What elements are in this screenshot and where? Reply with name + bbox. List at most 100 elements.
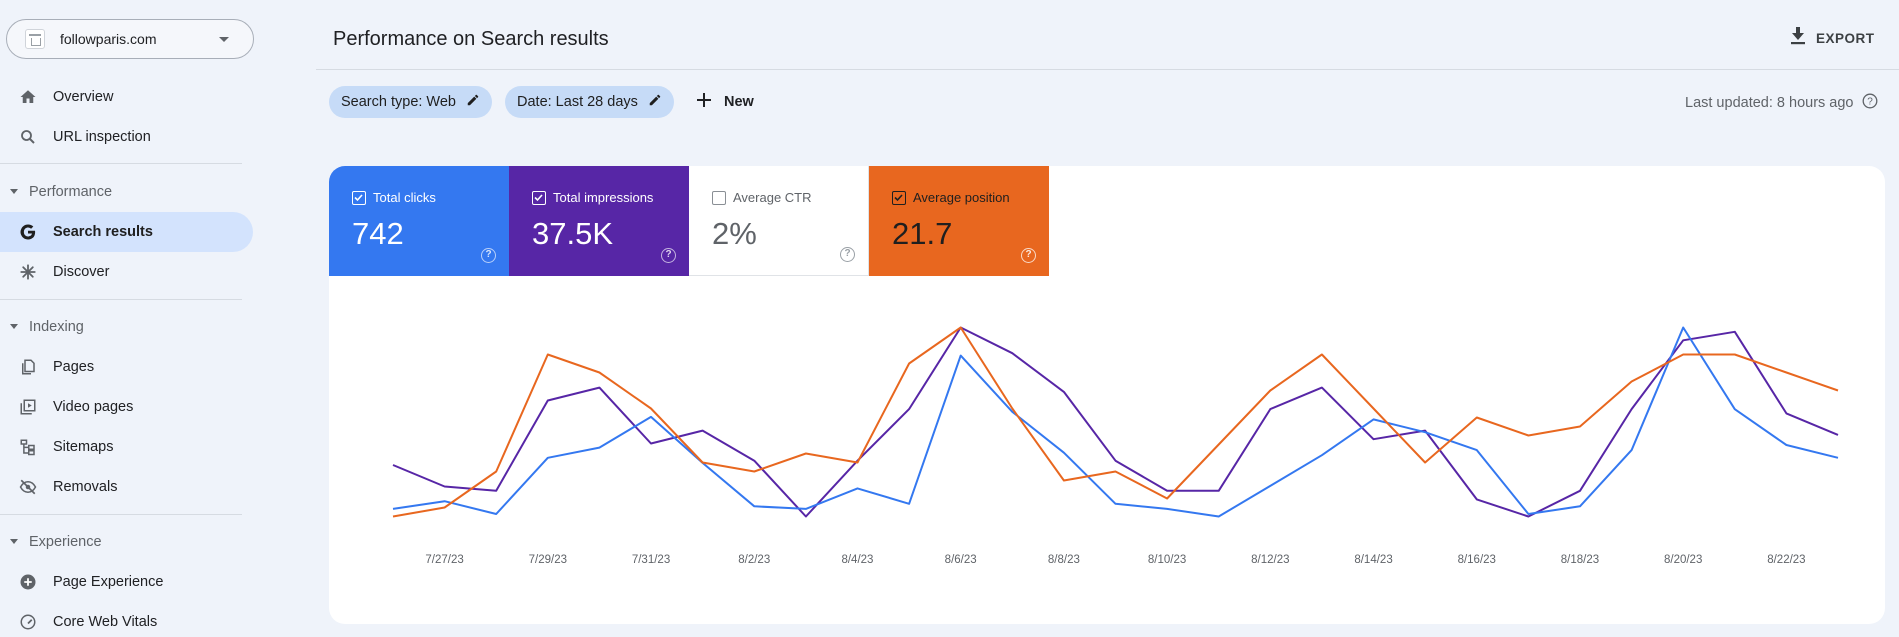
caret-down-icon — [10, 324, 18, 329]
google-g-icon — [18, 222, 38, 242]
download-icon — [1790, 26, 1806, 50]
sidebar-item-label: Search results — [53, 224, 153, 240]
x-tick-label: 8/4/23 — [841, 554, 873, 566]
sidebar-item-label: Core Web Vitals — [53, 614, 158, 630]
caret-down-icon — [10, 189, 18, 194]
page-title: Performance on Search results — [333, 28, 609, 50]
x-tick-label: 8/6/23 — [945, 554, 977, 566]
x-tick-label: 8/20/23 — [1664, 554, 1702, 566]
x-tick-label: 8/18/23 — [1561, 554, 1599, 566]
last-updated-text: Last updated: 8 hours ago — [1685, 95, 1854, 111]
sidebar-item-label: Page Experience — [53, 574, 164, 590]
sidebar-item-overview[interactable]: Overview — [0, 77, 253, 117]
sidebar-item-label: Video pages — [53, 399, 134, 415]
x-tick-label: 8/12/23 — [1251, 554, 1289, 566]
sidebar: followparis.com Overview URL inspection … — [0, 0, 258, 637]
property-selector[interactable]: followparis.com — [6, 19, 254, 59]
x-tick-label: 7/31/23 — [632, 554, 670, 566]
gauge-icon — [18, 612, 38, 632]
export-button[interactable]: EXPORT — [1790, 26, 1875, 50]
sidebar-item-label: Sitemaps — [53, 439, 114, 455]
help-icon[interactable]: ? — [840, 247, 855, 262]
section-title: Experience — [29, 534, 102, 550]
sidebar-item-video-pages[interactable]: Video pages — [0, 387, 253, 427]
home-icon — [18, 87, 38, 107]
sidebar-item-removals[interactable]: Removals — [0, 467, 253, 507]
section-title: Indexing — [29, 319, 84, 335]
sidebar-item-sitemaps[interactable]: Sitemaps — [0, 427, 253, 467]
new-label: New — [724, 94, 754, 110]
metric-value: 742 — [352, 216, 404, 251]
sidebar-item-page-experience[interactable]: Page Experience — [0, 562, 253, 602]
sidebar-item-label: URL inspection — [53, 129, 151, 145]
metric-label: Total impressions — [553, 190, 654, 205]
export-label: EXPORT — [1816, 30, 1875, 46]
divider — [0, 514, 242, 515]
x-tick-label: 7/27/23 — [425, 554, 463, 566]
x-tick-label: 8/16/23 — [1458, 554, 1496, 566]
help-icon[interactable]: ? — [1021, 248, 1036, 263]
pages-icon — [18, 357, 38, 377]
x-tick-label: 8/10/23 — [1148, 554, 1186, 566]
sidebar-item-core-web-vitals[interactable]: Core Web Vitals — [0, 602, 253, 637]
filter-chip-date[interactable]: Date: Last 28 days — [505, 86, 674, 118]
metric-total-impressions[interactable]: Total impressions 37.5K ? — [509, 166, 689, 276]
help-icon[interactable]: ? — [661, 248, 676, 263]
help-icon[interactable]: ? — [1862, 93, 1878, 113]
metric-value: 37.5K — [532, 216, 614, 251]
svg-text:?: ? — [1867, 97, 1873, 108]
property-icon — [25, 29, 45, 49]
sitemap-icon — [18, 437, 38, 457]
sidebar-item-label: Pages — [53, 359, 95, 375]
sidebar-item-label: Discover — [53, 264, 110, 280]
series-line-total-clicks — [392, 326, 1839, 518]
checkbox-unchecked[interactable] — [712, 191, 726, 205]
metric-label: Total clicks — [373, 190, 436, 205]
asterisk-icon — [18, 262, 38, 282]
property-name: followparis.com — [60, 31, 157, 47]
new-filter-button[interactable]: New — [696, 89, 754, 115]
sidebar-item-pages[interactable]: Pages — [0, 347, 253, 387]
last-updated: Last updated: 8 hours ago ? — [1685, 93, 1878, 113]
chevron-down-icon — [219, 37, 229, 42]
metric-label: Average position — [913, 190, 1010, 205]
pencil-icon — [648, 93, 662, 112]
x-tick-label: 8/2/23 — [738, 554, 770, 566]
metric-average-ctr[interactable]: Average CTR 2% ? — [689, 166, 869, 276]
series-line-average-position — [392, 326, 1839, 518]
sidebar-item-label: Overview — [53, 89, 114, 105]
help-icon[interactable]: ? — [481, 248, 496, 263]
metric-average-position[interactable]: Average position 21.7 ? — [869, 166, 1049, 276]
x-tick-label: 7/29/23 — [529, 554, 567, 566]
sidebar-item-label: Removals — [53, 479, 118, 495]
eye-off-icon — [18, 477, 38, 497]
caret-down-icon — [10, 539, 18, 544]
checkbox-checked[interactable] — [532, 191, 546, 205]
x-tick-label: 8/8/23 — [1048, 554, 1080, 566]
series-line-total-impressions — [392, 326, 1839, 518]
metric-value: 21.7 — [892, 216, 953, 251]
checkbox-checked[interactable] — [892, 191, 906, 205]
divider — [0, 163, 242, 164]
performance-chart[interactable]: 7/27/23 7/29/23 7/31/23 8/2/23 8/4/23 8/6/23 8… — [329, 276, 1885, 624]
divider — [0, 299, 242, 300]
header-divider — [316, 69, 1899, 70]
metric-label: Average CTR — [733, 190, 812, 205]
sidebar-item-discover[interactable]: Discover — [0, 252, 253, 292]
x-tick-label: 8/22/23 — [1767, 554, 1805, 566]
sidebar-item-search-results[interactable]: Search results — [0, 212, 253, 252]
metric-value: 2% — [712, 216, 757, 251]
checkbox-checked[interactable] — [352, 191, 366, 205]
filter-chip-search-type[interactable]: Search type: Web — [329, 86, 492, 118]
metric-total-clicks[interactable]: Total clicks 742 ? — [329, 166, 509, 276]
section-title: Performance — [29, 184, 113, 200]
chip-label: Search type: Web — [341, 94, 456, 110]
performance-card: Total clicks 742 ? Total impressions 37.… — [329, 166, 1885, 624]
plus-circle-icon — [18, 572, 38, 592]
chip-label: Date: Last 28 days — [517, 94, 638, 110]
sidebar-item-url-inspection[interactable]: URL inspection — [0, 117, 253, 157]
x-tick-label: 8/14/23 — [1354, 554, 1392, 566]
plus-icon — [696, 92, 712, 113]
pencil-icon — [466, 93, 480, 112]
search-icon — [18, 127, 38, 147]
